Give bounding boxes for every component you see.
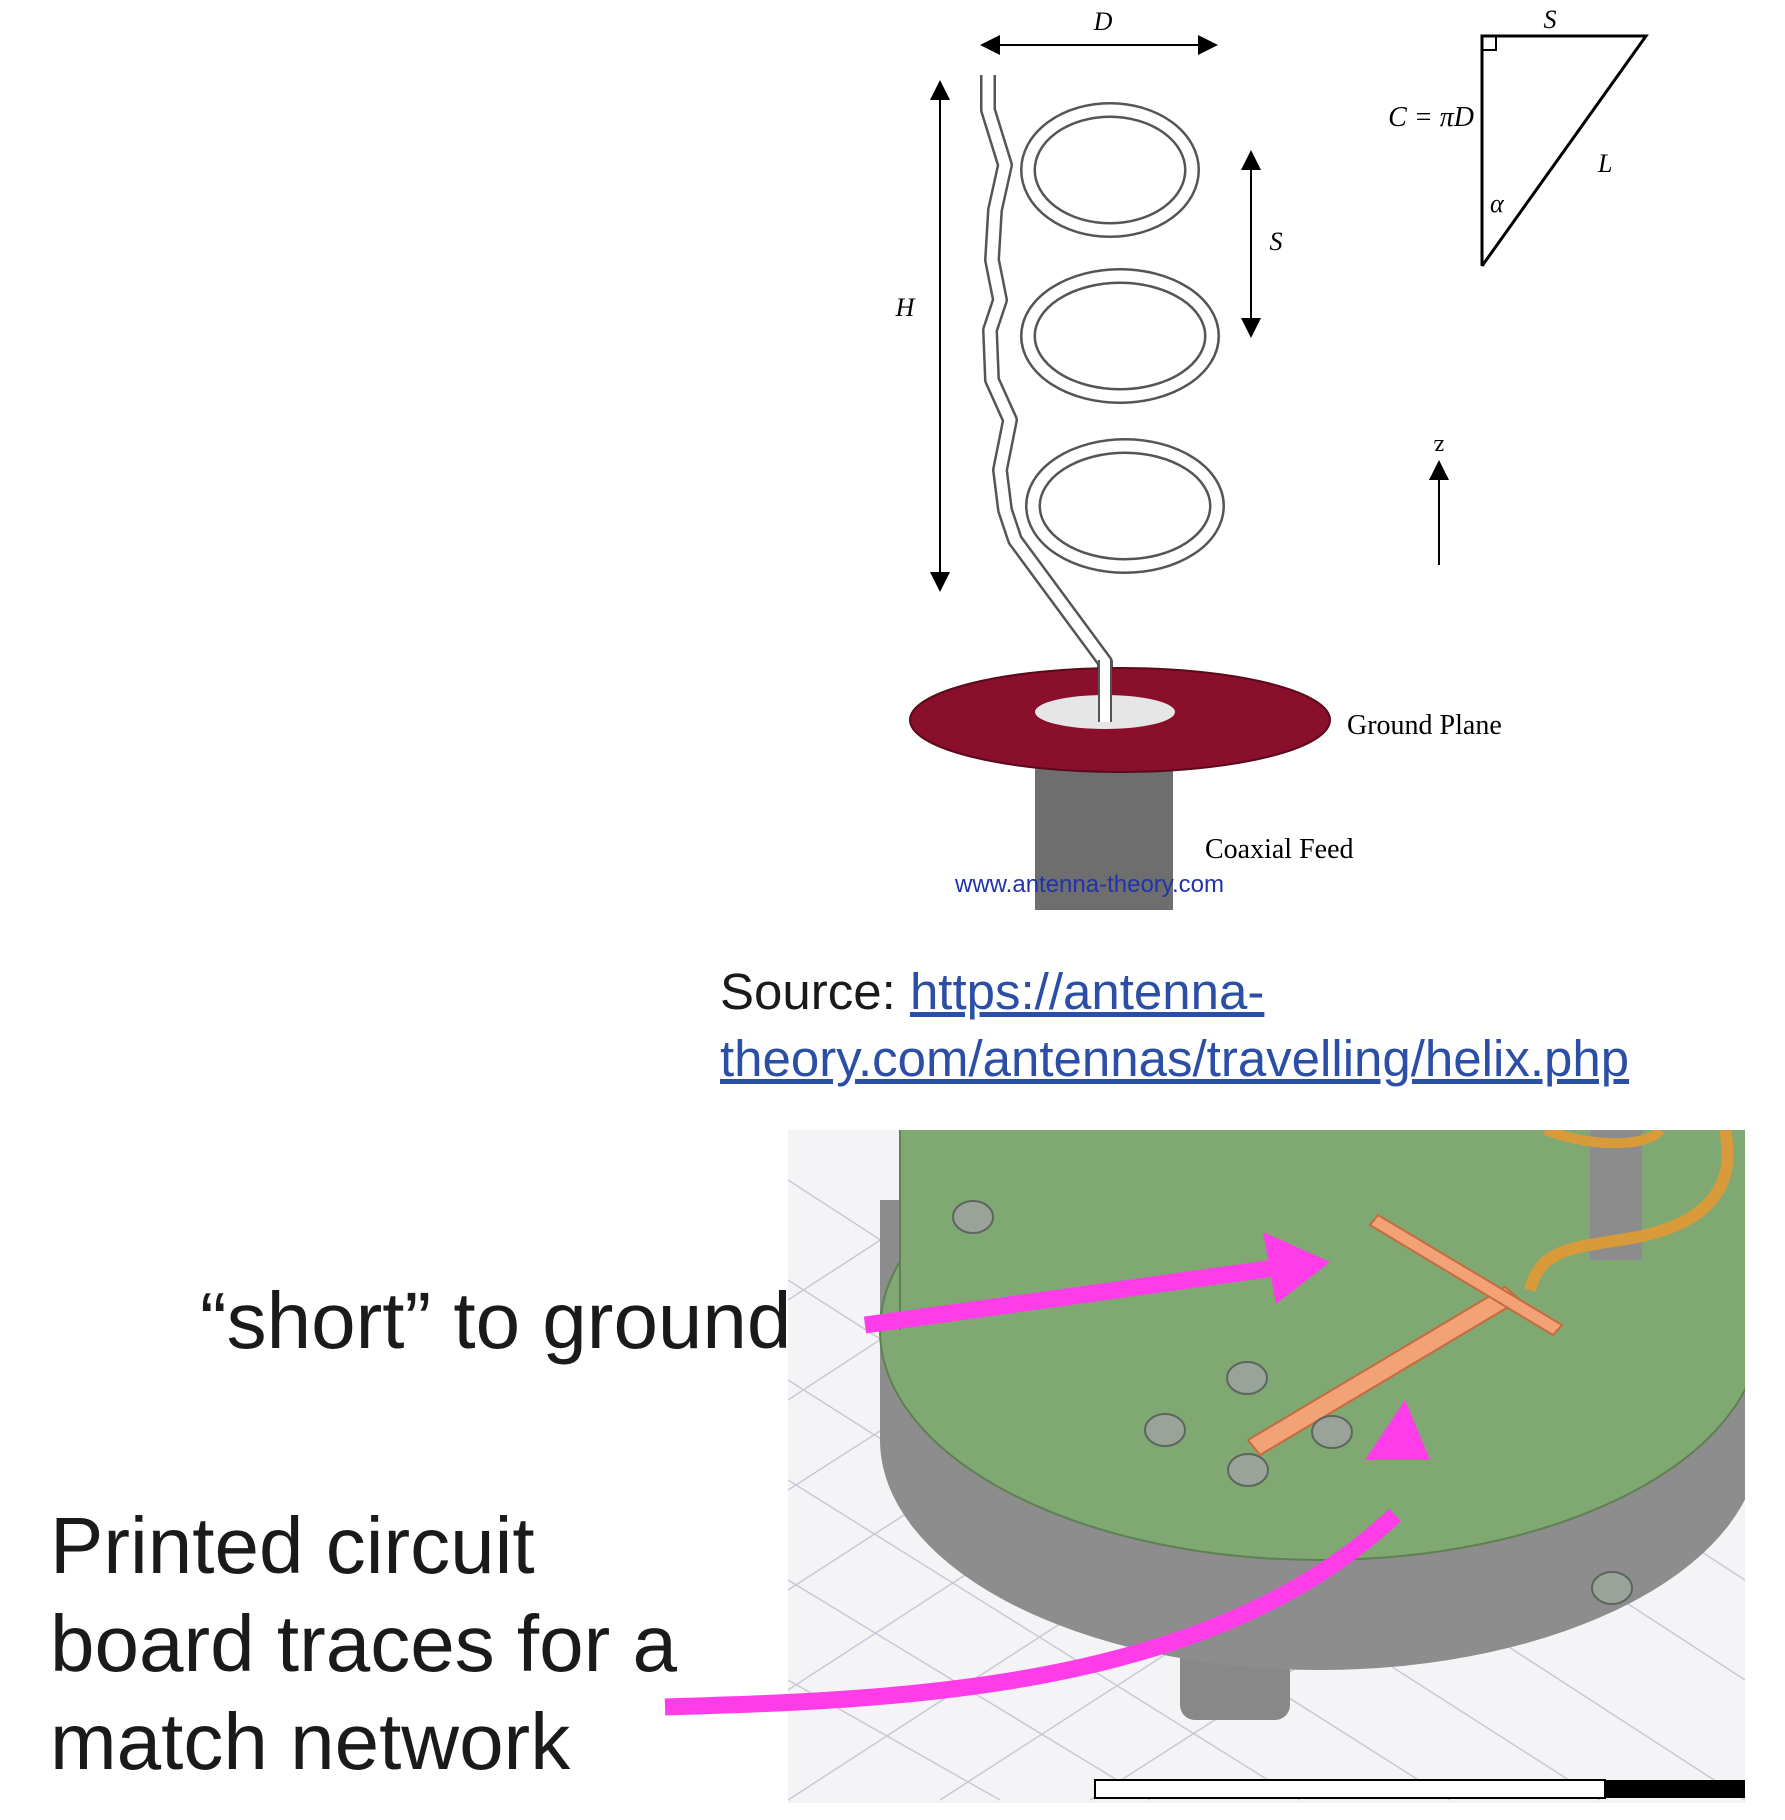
short-arrow [863,1259,1277,1334]
pcb-arrow [664,1508,1401,1716]
pitch-triangle [1480,34,1649,267]
label-l: L [1597,149,1612,178]
label-coaxial-feed: Coaxial Feed [1205,834,1354,865]
label-s-spacing: S [1270,227,1283,256]
source-citation: Source: https://antenna-theory.com/anten… [720,958,1740,1092]
label-c-pi-d: C = πD [1388,102,1474,133]
coaxial-feed [1035,760,1173,910]
callout-pcb-traces: Printed circuit board traces for a match… [50,1501,677,1786]
label-z: z [1434,434,1445,460]
source-prefix: Source: [720,963,910,1020]
callout-short-to-ground: “short” to ground [200,1276,792,1365]
callout-arrows [664,1232,1430,1716]
short-arrowhead [1263,1232,1330,1304]
label-h: H [895,293,916,322]
pcb-traces [1246,1213,1564,1457]
watermark: www.antenna-theory.com [954,871,1224,898]
label-ground-plane: Ground Plane [1347,710,1502,741]
helix-coil [980,75,1225,725]
source-link[interactable]: https://antenna-theory.com/antennas/trav… [720,963,1630,1087]
label-d: D [1093,7,1113,36]
pcb-arrowhead [1365,1400,1430,1460]
label-alpha: α [1490,189,1505,218]
screws [952,1200,1633,1605]
label-s-triangle: S [1544,5,1557,34]
